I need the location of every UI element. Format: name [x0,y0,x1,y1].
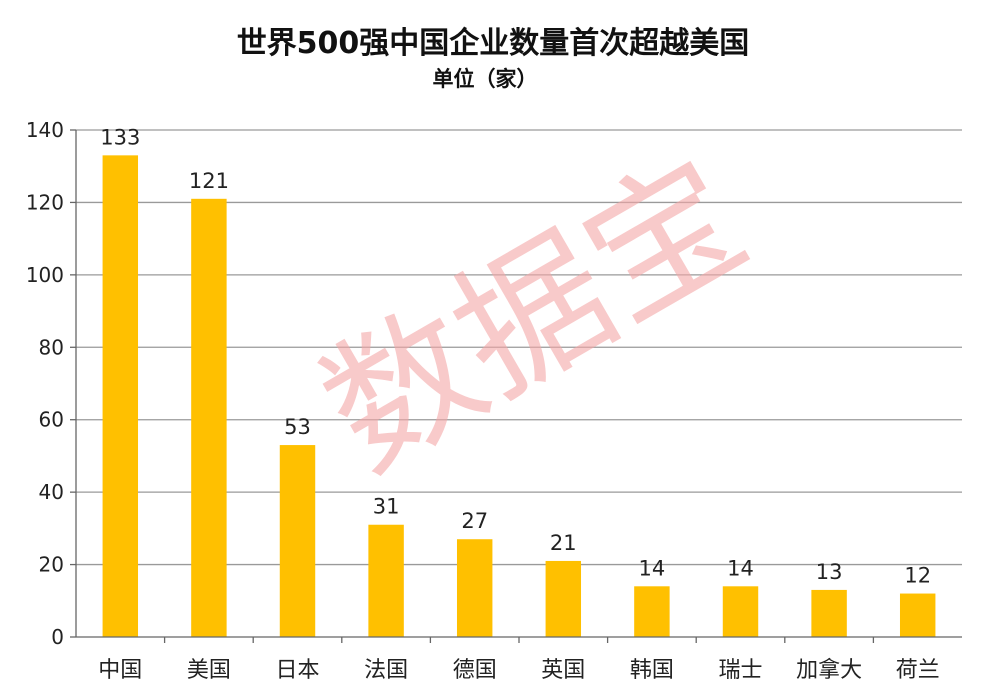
data-label: 31 [373,495,400,519]
x-tick-label: 加拿大 [796,657,862,683]
bar [279,445,316,637]
x-tick-label: 荷兰 [896,658,940,683]
y-tick-label: 100 [26,263,64,287]
bar [191,198,227,638]
y-tick-label: 60 [39,408,64,432]
y-tick-label: 20 [39,553,64,577]
bar [722,586,759,637]
chart-title: 世界500强中国企业数量首次超越美国 [237,26,750,61]
y-tick-label: 40 [39,480,64,504]
x-tick-label: 美国 [187,658,231,683]
watermark-text: 数据宝 [296,128,773,504]
x-tick-label: 德国 [453,658,497,683]
data-label: 12 [904,564,931,588]
bar [368,524,404,637]
data-label: 27 [461,509,488,533]
data-label: 14 [639,556,666,580]
bar [811,589,847,637]
y-tick-label: 0 [51,625,64,649]
bar [456,539,493,637]
y-tick-label: 120 [26,190,64,214]
x-tick-label: 英国 [541,658,585,683]
x-tick-label: 中国 [98,658,142,683]
chart-subtitle: 单位（家） [433,67,538,91]
x-tick-label: 日本 [275,658,319,683]
y-tick-label: 140 [26,118,64,142]
x-tick-label: 法国 [364,658,408,683]
bar [102,155,139,637]
y-tick-label: 80 [39,335,64,359]
bar [545,560,582,637]
data-label: 14 [727,556,754,580]
data-label: 133 [100,125,140,149]
axes: 0 20 40 60 80 100 120 140 中国 美国 日本 法国 德国 英国 韩国 瑞士 加拿大 荷兰 [26,118,962,683]
bar [634,586,670,637]
x-tick-label: 瑞士 [718,658,762,683]
x-tick-label: 韩国 [630,658,674,683]
data-label: 21 [550,531,577,555]
data-label: 121 [189,169,229,193]
bar [899,593,936,637]
bars: 133 121 53 31 27 21 14 14 13 12 [100,125,936,638]
data-label: 53 [284,415,311,439]
data-label: 13 [816,560,843,584]
